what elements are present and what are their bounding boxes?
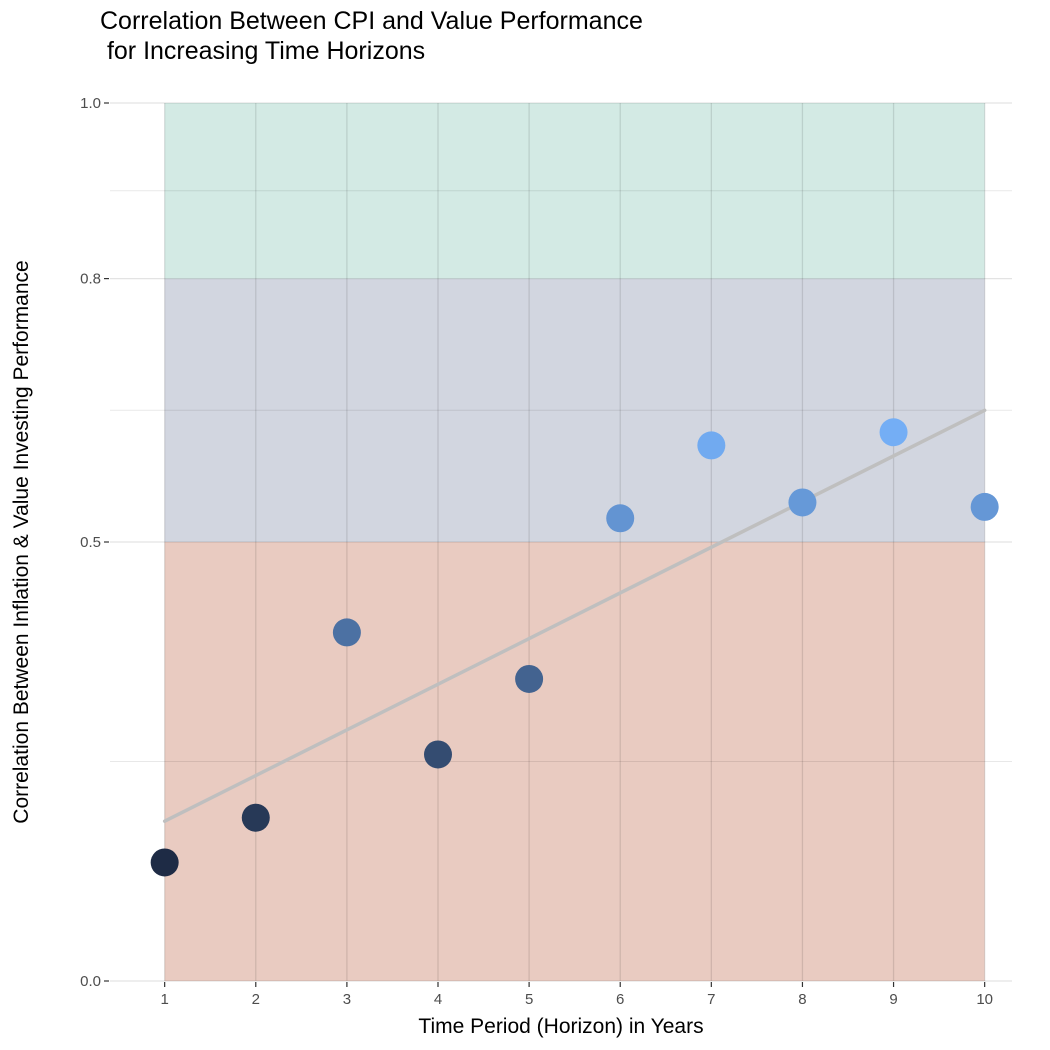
y-axis-title: Correlation Between Inflation & Value In… xyxy=(10,260,33,823)
data-point-1 xyxy=(150,848,179,877)
x-tick-label-7: 8 xyxy=(798,991,806,1008)
x-tick-label-1: 2 xyxy=(252,991,260,1008)
chart-title: Correlation Between CPI and Value Perfor… xyxy=(100,7,643,65)
x-tick-label-8: 9 xyxy=(889,991,897,1008)
background-bands xyxy=(164,103,985,981)
x-tick-label-2: 3 xyxy=(343,991,351,1008)
x-axis-title: Time Period (Horizon) in Years xyxy=(418,1015,703,1038)
data-point-9 xyxy=(879,418,908,447)
data-point-7 xyxy=(697,431,726,460)
y-tick-label-2: 0.8 xyxy=(80,271,101,288)
data-point-8 xyxy=(788,488,817,517)
y-tick-label-3: 1.0 xyxy=(80,95,101,112)
band-2 xyxy=(164,103,985,279)
x-tick-label-0: 1 xyxy=(160,991,168,1008)
data-point-3 xyxy=(332,618,361,647)
y-tick-label-0: 0.0 xyxy=(80,973,101,990)
gridlines xyxy=(110,102,1012,982)
band-1 xyxy=(164,278,985,542)
trendline-group xyxy=(162,408,987,823)
x-tick-label-5: 6 xyxy=(616,991,624,1008)
data-points xyxy=(150,418,999,877)
x-tick-label-6: 7 xyxy=(707,991,715,1008)
axes: 0.0 0.5 0.8 1.0 1 2 3 4 5 6 7 8 9 10 xyxy=(80,95,993,1008)
x-tick-label-3: 4 xyxy=(434,991,442,1008)
x-tick-label-4: 5 xyxy=(525,991,533,1008)
data-point-2 xyxy=(241,803,270,832)
data-point-10 xyxy=(970,492,999,521)
y-tick-label-1: 0.5 xyxy=(80,534,101,551)
trendline xyxy=(162,408,987,823)
data-point-5 xyxy=(515,664,544,693)
x-tick-label-9: 10 xyxy=(976,991,993,1008)
data-point-6 xyxy=(606,504,635,533)
data-point-4 xyxy=(424,740,452,769)
